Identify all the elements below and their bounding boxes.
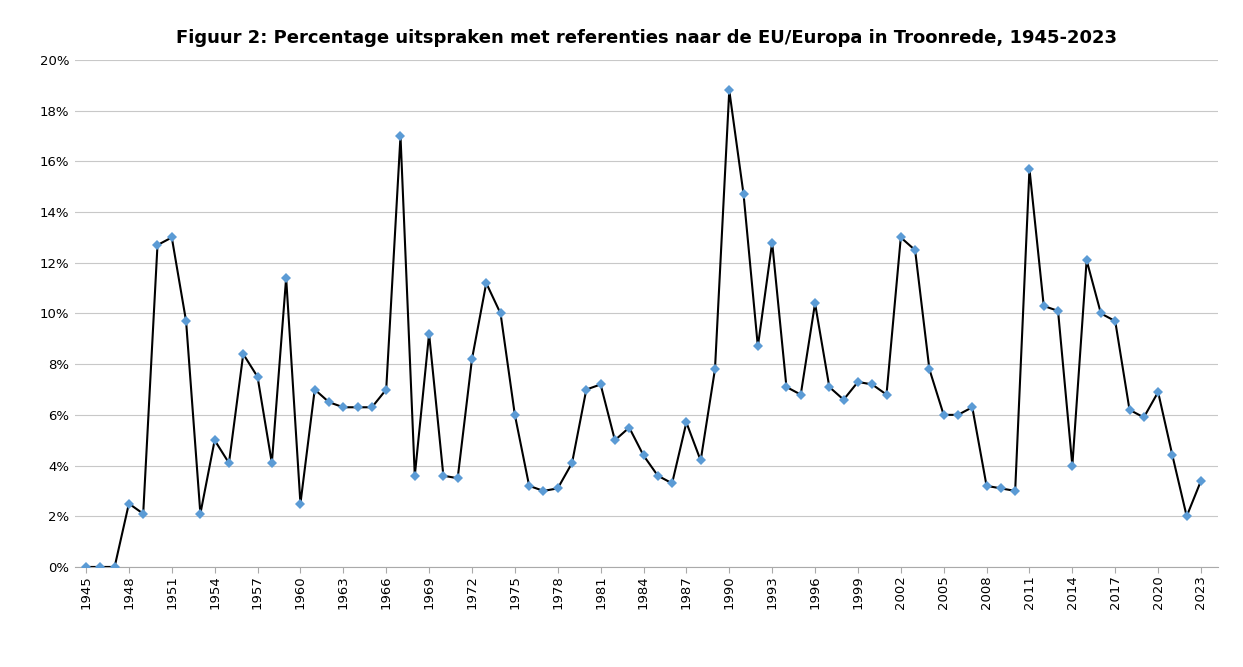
Title: Figuur 2: Percentage uitspraken met referenties naar de EU/Europa in Troonrede, : Figuur 2: Percentage uitspraken met refe… [175,29,1117,47]
